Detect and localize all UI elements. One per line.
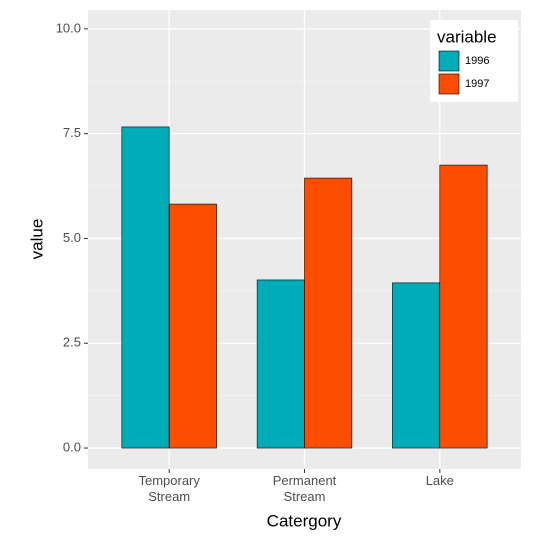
legend-title: variable (437, 27, 497, 46)
bar (256, 279, 305, 449)
legend-label: 1996 (465, 55, 489, 67)
y-tick-label: 0.0 (63, 439, 81, 454)
bar (168, 203, 217, 449)
x-tick-label: Permanent Stream (273, 473, 337, 504)
bar (439, 164, 488, 449)
x-axis-title: Catergory (267, 511, 342, 530)
legend-label: 1997 (465, 78, 489, 90)
legend-swatch (438, 50, 460, 72)
y-axis-title: value (27, 219, 46, 260)
x-tick-label: Lake (426, 473, 454, 488)
bar (392, 282, 441, 449)
bar (121, 126, 170, 449)
y-tick-label: 5.0 (63, 230, 81, 245)
y-tick-label: 10.0 (56, 20, 81, 35)
y-tick-label: 7.5 (63, 125, 81, 140)
x-tick-label: Temporary Stream (138, 473, 200, 504)
y-tick-label: 2.5 (63, 335, 81, 350)
bar (304, 177, 353, 449)
legend-swatch (438, 73, 460, 95)
